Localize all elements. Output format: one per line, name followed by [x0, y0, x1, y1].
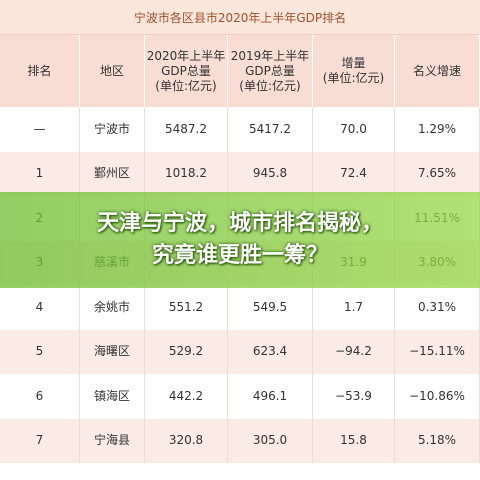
header-text: (单位:亿元)	[322, 71, 385, 85]
cell-text: 551.2	[168, 299, 204, 314]
cell-text: 镇海区	[93, 388, 130, 403]
cell-text: 442.2	[168, 388, 204, 403]
header-text: GDP总量	[161, 63, 211, 78]
table-cell: 余姚市	[80, 285, 145, 330]
table-cell: 5.18%	[395, 418, 480, 463]
header-text: 名义增速	[412, 63, 461, 78]
table-cell: 1	[0, 151, 80, 196]
cell-text: 4	[35, 299, 44, 314]
cell-text: 15.8	[340, 433, 367, 448]
header-text: (单位:亿元)	[155, 78, 217, 93]
table-cell: 15.8	[313, 418, 395, 463]
table-cell: 623.4	[228, 329, 313, 374]
table-cell: 5417.2	[228, 107, 313, 152]
table-title: 宁波市各区县市2020年上半年GDP排名	[0, 0, 480, 35]
table-cell: −53.9	[313, 374, 395, 419]
cell-text: 7	[35, 433, 44, 448]
table-cell: 鄞州区	[80, 151, 145, 196]
header-text: 2020年上半年	[146, 48, 226, 63]
header-text: (单位:亿元)	[239, 78, 301, 93]
table-cell: −15.11%	[395, 329, 480, 374]
header-text: 增量	[341, 56, 366, 70]
table-cell: 镇海区	[80, 374, 145, 419]
overlay-banner: 天津与宁波，城市排名揭秘， 究竟谁更胜一筹？	[0, 192, 480, 288]
table-cell: 1.29%	[395, 107, 480, 152]
table-cell: −10.86%	[395, 374, 480, 419]
cell-text: 鄞州区	[93, 166, 130, 181]
cell-text: −15.11%	[409, 344, 465, 359]
cell-text: 宁波市	[93, 121, 130, 136]
cell-text: 7.65%	[417, 166, 457, 181]
table-cell: 海曙区	[80, 329, 145, 374]
cell-text: 余姚市	[93, 299, 130, 314]
table-cell: 6	[0, 374, 80, 419]
header-text: 2019年上半年	[230, 48, 310, 63]
cell-text: 549.5	[252, 299, 288, 314]
header-cell: 地区	[80, 35, 145, 107]
cell-text: 5487.2	[165, 121, 207, 136]
header-cell: 2020年上半年 GDP总量 (单位:亿元)	[145, 35, 228, 107]
table-cell: 1018.2	[145, 151, 228, 196]
cell-text: 1.29%	[417, 121, 457, 136]
header-text: 地区	[99, 63, 124, 78]
table-cell: 72.4	[313, 151, 395, 196]
table-cell: 1.7	[313, 285, 395, 330]
cell-text: 529.2	[168, 344, 204, 359]
table-cell: 5	[0, 329, 80, 374]
table-cell: 0.31%	[395, 285, 480, 330]
table-cell: 4	[0, 285, 80, 330]
cell-text: −10.86%	[409, 388, 465, 403]
header-cell: 名义增速	[395, 35, 480, 107]
cell-text: 320.8	[168, 433, 204, 448]
cell-text: −53.9	[335, 388, 372, 403]
table-cell: −94.2	[313, 329, 395, 374]
table-cell: 70.0	[313, 107, 395, 152]
cell-text: 623.4	[252, 344, 288, 359]
table-cell: 305.0	[228, 418, 313, 463]
cell-text: 72.4	[340, 166, 367, 181]
table-cell: 宁波市	[80, 107, 145, 152]
cell-text: 5417.2	[249, 121, 291, 136]
table-cell: 320.8	[145, 418, 228, 463]
cell-text: 945.8	[252, 166, 288, 181]
header-cell: 增量 (单位:亿元)	[313, 35, 395, 107]
header-text: GDP总量	[245, 63, 295, 78]
overlay-line: 究竟谁更胜一筹？	[151, 243, 328, 268]
cell-text: 宁海县	[93, 433, 130, 448]
cell-text: —	[33, 121, 46, 136]
table-cell: 442.2	[145, 374, 228, 419]
table-cell: 5487.2	[145, 107, 228, 152]
table-cell: 7.65%	[395, 151, 480, 196]
table-cell: 529.2	[145, 329, 228, 374]
table-cell: 7	[0, 418, 80, 463]
table-cell: 496.1	[228, 374, 313, 419]
cell-text: 305.0	[252, 433, 288, 448]
cell-text: 1.7	[343, 299, 364, 314]
header-cell: 2019年上半年 GDP总量 (单位:亿元)	[228, 35, 313, 107]
cell-text: 1018.2	[165, 166, 207, 181]
cell-text: 海曙区	[93, 344, 130, 359]
cell-text: −94.2	[335, 344, 372, 359]
header-cell: 排名	[0, 35, 80, 107]
header-text: 排名	[27, 63, 52, 78]
cell-text: 1	[35, 166, 44, 181]
cell-text: 496.1	[252, 388, 288, 403]
cell-text: 70.0	[340, 121, 367, 136]
table-cell: 945.8	[228, 151, 313, 196]
table-cell: —	[0, 107, 80, 152]
cell-text: 6	[35, 388, 44, 403]
cell-text: 5	[35, 344, 44, 359]
overlay-line: 天津与宁波，城市排名揭秘，	[96, 211, 383, 236]
table-cell: 549.5	[228, 285, 313, 330]
table-cell: 宁海县	[80, 418, 145, 463]
table-cell: 551.2	[145, 285, 228, 330]
cell-text: 0.31%	[417, 299, 457, 314]
cell-text: 5.18%	[417, 433, 457, 448]
